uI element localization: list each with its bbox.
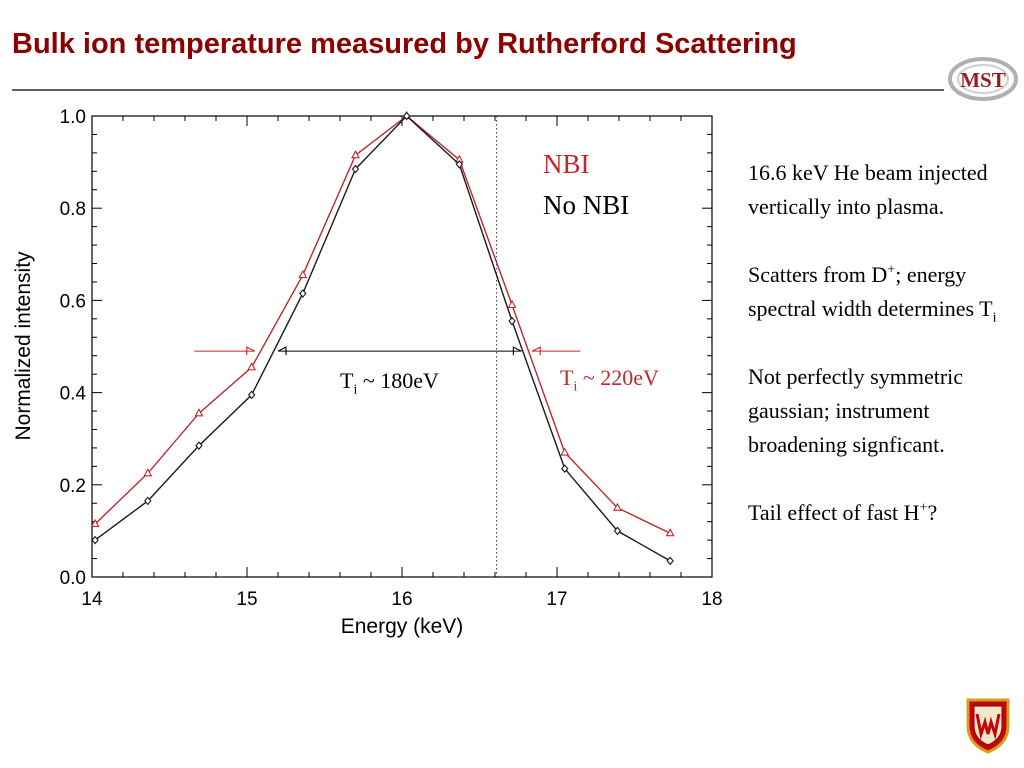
x-tick-label: 14 — [81, 589, 103, 610]
data-point-no-nbi — [144, 496, 152, 506]
x-tick-label: 18 — [701, 589, 722, 610]
legend-nbi: NBI — [543, 149, 590, 179]
y-tick-label: 0.0 — [60, 568, 86, 589]
data-point-no-nbi — [508, 316, 516, 326]
data-point-nbi — [194, 408, 204, 417]
y-tick-label: 0.2 — [60, 476, 86, 497]
data-point-nbi — [560, 447, 570, 456]
note-scatter: Scatters from D+; energy spectral width … — [748, 262, 997, 326]
data-point-nbi — [507, 299, 517, 309]
note-gaussian: Not perfectly symmetric gaussian; instru… — [748, 364, 964, 457]
slide-title: Bulk ion temperature measured by Rutherf… — [12, 28, 797, 60]
data-point-nbi — [298, 269, 308, 279]
note-beam: 16.6 keV He beam injected vertically int… — [748, 160, 988, 219]
data-point-no-nbi — [195, 441, 203, 450]
data-point-no-nbi — [299, 289, 307, 298]
data-point-no-nbi — [247, 390, 256, 400]
data-point-no-nbi — [402, 111, 411, 121]
data-point-nbi — [143, 468, 153, 477]
x-axis-label: Energy (keV) — [341, 615, 464, 638]
y-tick-label: 0.6 — [60, 291, 86, 312]
nbi-arrowhead-right — [531, 346, 541, 356]
data-point-no-nbi — [613, 526, 622, 536]
y-tick-label: 0.8 — [60, 199, 86, 220]
data-point-no-nbi — [455, 160, 464, 169]
fwhm-arrowhead-left — [277, 346, 287, 356]
fwhm-arrowhead-right — [512, 346, 522, 356]
data-point-nbi — [90, 518, 100, 528]
data-point-nbi — [247, 362, 257, 371]
data-point-nbi — [665, 528, 675, 537]
ti-no-nbi-label: Ti ~ 180eV — [340, 368, 439, 398]
ti-nbi-label: Ti ~ 220eV — [560, 365, 659, 395]
note-tail: Tail effect of fast H+? — [748, 500, 938, 525]
y-tick-label: 0.4 — [60, 384, 87, 405]
series-line-nbi — [94, 115, 671, 534]
nbi-arrowhead-left — [246, 346, 255, 356]
y-axis-label: Normalized intensity — [12, 251, 35, 441]
mst-logo-text: MST — [960, 68, 1006, 92]
series-line-no-nbi — [94, 115, 671, 562]
data-point-nbi — [351, 150, 360, 159]
uw-crest-logo — [966, 698, 1010, 754]
title-divider — [12, 89, 944, 91]
notes-panel: 16.6 keV He beam injected vertically int… — [748, 156, 1016, 530]
data-point-no-nbi — [91, 535, 99, 545]
x-tick-label: 16 — [391, 589, 412, 610]
y-tick-label: 1.0 — [60, 107, 86, 128]
x-tick-label: 17 — [546, 589, 567, 610]
mst-logo: MST — [948, 57, 1018, 101]
data-point-no-nbi — [351, 164, 360, 174]
data-point-nbi — [613, 502, 622, 511]
x-tick-label: 15 — [236, 589, 257, 610]
legend-no-nbi: No NBI — [543, 190, 629, 220]
data-point-no-nbi — [561, 464, 569, 474]
energy-spectrum-chart: 14 15 16 17 18 0.0 0.2 0.4 0.6 0.8 1.0 Energy (keV… — [12, 107, 723, 638]
data-point-no-nbi — [666, 556, 674, 566]
